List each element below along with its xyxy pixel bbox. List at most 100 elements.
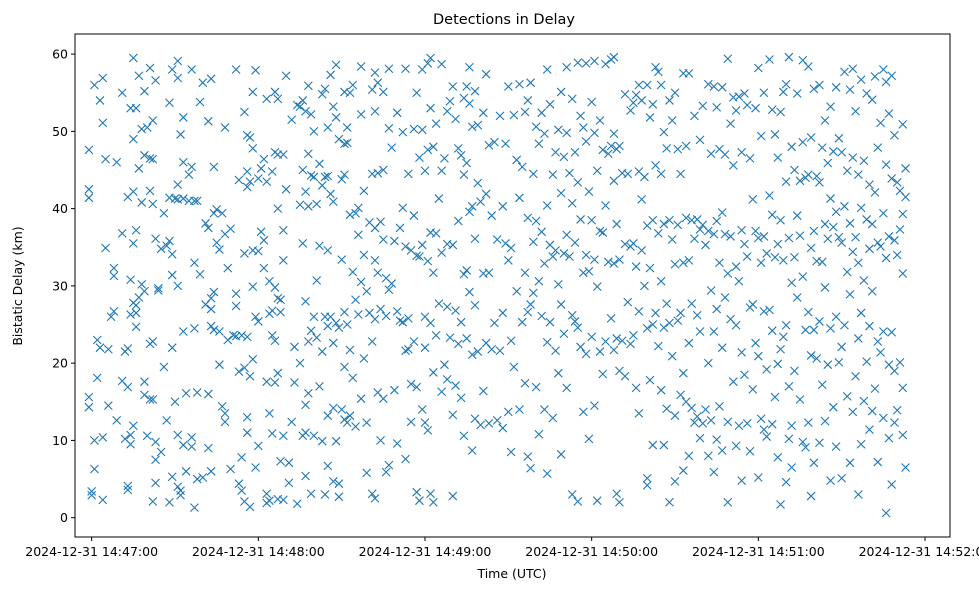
data-point [645, 113, 655, 122]
data-point [348, 267, 358, 277]
data-point [890, 366, 899, 376]
data-point [748, 194, 758, 204]
data-point [248, 354, 258, 364]
data-point [662, 299, 672, 309]
data-point [823, 158, 833, 168]
data-point [262, 177, 272, 186]
data-point [498, 423, 508, 433]
data-point [401, 346, 410, 356]
data-point [809, 458, 819, 468]
data-point [526, 463, 535, 473]
data-point [459, 269, 469, 279]
data-point [567, 94, 577, 104]
data-point [820, 219, 830, 229]
x-axis: 2024-12-31 14:47:00 2024-12-31 14:48:00 20… [25, 537, 979, 559]
data-point [537, 311, 547, 321]
data-point [340, 307, 349, 317]
data-point [806, 133, 816, 142]
x-tick-label: 2024-12-31 14:48:00 [192, 544, 325, 559]
data-point [287, 417, 297, 427]
data-point [206, 304, 216, 314]
chart-title: Detections in Delay [433, 12, 575, 28]
data-point [490, 137, 499, 147]
data-point [145, 395, 155, 404]
data-point [578, 123, 588, 132]
data-point [753, 63, 763, 73]
data-point [359, 250, 369, 260]
data-point [406, 417, 416, 427]
data-point [767, 419, 777, 429]
data-point [206, 321, 216, 331]
data-point [720, 293, 730, 302]
data-point [701, 240, 710, 250]
data-point [217, 402, 227, 411]
data-point [856, 203, 866, 213]
data-point [145, 63, 155, 73]
data-point [345, 210, 355, 220]
data-point [667, 116, 677, 125]
data-point [837, 147, 847, 157]
data-point [470, 86, 480, 96]
data-point [462, 334, 472, 343]
data-point [426, 489, 435, 499]
data-point [751, 103, 760, 113]
data-point [753, 233, 763, 243]
data-point [437, 59, 447, 69]
data-point [415, 153, 424, 163]
data-point [467, 350, 477, 360]
data-point [340, 139, 349, 149]
data-point [481, 189, 491, 199]
data-point [653, 228, 663, 238]
data-point [587, 97, 597, 107]
data-point [267, 306, 277, 315]
data-point [690, 111, 699, 121]
data-point [140, 86, 149, 96]
data-point [584, 434, 594, 444]
data-point [270, 283, 280, 292]
data-point [201, 218, 210, 228]
data-point [451, 306, 460, 315]
data-point [165, 497, 174, 507]
data-point [759, 88, 769, 98]
data-point [315, 241, 324, 251]
data-point [226, 224, 235, 234]
data-point [878, 413, 888, 423]
data-point [756, 258, 766, 268]
data-point [412, 88, 422, 98]
data-point [131, 322, 141, 332]
data-point [251, 463, 260, 472]
data-point [323, 123, 333, 132]
data-point [548, 413, 558, 423]
data-point [784, 52, 794, 62]
data-point [337, 174, 347, 184]
data-point [126, 439, 135, 449]
data-point [503, 82, 513, 91]
data-point [731, 106, 741, 115]
data-point [517, 317, 527, 327]
data-point [331, 113, 341, 122]
data-point [590, 255, 599, 265]
data-point [815, 317, 824, 326]
data-point [815, 177, 824, 187]
data-point [595, 116, 605, 125]
data-point [856, 75, 866, 84]
data-point [265, 496, 274, 506]
data-point [865, 244, 874, 254]
data-point [278, 495, 288, 505]
data-point [267, 330, 277, 340]
data-point [112, 157, 122, 167]
data-point [881, 253, 891, 263]
data-point [226, 464, 235, 474]
data-point [576, 215, 585, 224]
data-point [673, 316, 683, 326]
data-point [301, 471, 310, 481]
data-point [773, 453, 783, 462]
data-point [878, 327, 888, 336]
data-point [684, 451, 694, 461]
data-point [578, 268, 588, 278]
data-point [556, 449, 566, 459]
data-point [581, 137, 591, 146]
data-point [606, 313, 616, 323]
data-point [723, 497, 733, 507]
data-point [431, 228, 441, 238]
